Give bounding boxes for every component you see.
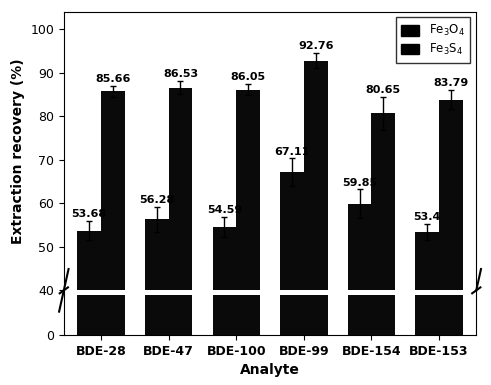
Bar [280,172,304,385]
Text: 53.4: 53.4 [413,213,441,223]
Bar [439,100,463,385]
Text: 67.11: 67.11 [274,147,310,157]
Bar [145,295,168,335]
Bar [415,295,439,335]
Bar [213,227,236,385]
Text: 59.85: 59.85 [342,178,377,188]
Bar [348,204,372,385]
Bar [415,232,439,385]
Bar [101,92,125,385]
Bar [372,113,395,385]
Bar [213,295,236,335]
Bar [145,219,168,385]
Text: 85.66: 85.66 [95,74,131,84]
Text: 80.65: 80.65 [366,85,401,95]
Bar [78,295,101,335]
Text: 92.76: 92.76 [298,41,333,51]
Y-axis label: Extraction recovery (%): Extraction recovery (%) [11,58,25,244]
X-axis label: Analyte: Analyte [240,363,300,377]
Bar [168,295,192,335]
Text: 83.79: 83.79 [433,78,468,88]
Bar [236,295,260,335]
Text: 86.05: 86.05 [230,72,266,82]
Legend: $\mathregular{Fe_3O_4}$, $\mathregular{Fe_3S_4}$: $\mathregular{Fe_3O_4}$, $\mathregular{F… [396,17,470,63]
Text: 54.59: 54.59 [207,205,242,215]
Bar [304,295,327,335]
Text: 86.53: 86.53 [163,69,198,79]
Bar [439,295,463,335]
Bar [101,295,125,335]
Bar [168,88,192,385]
Text: 53.68: 53.68 [72,209,107,219]
Bar [348,295,372,335]
Bar [280,295,304,335]
Bar [304,60,327,385]
Bar [372,295,395,335]
Text: 56.28: 56.28 [139,196,174,206]
Bar [236,90,260,385]
Bar [78,231,101,385]
